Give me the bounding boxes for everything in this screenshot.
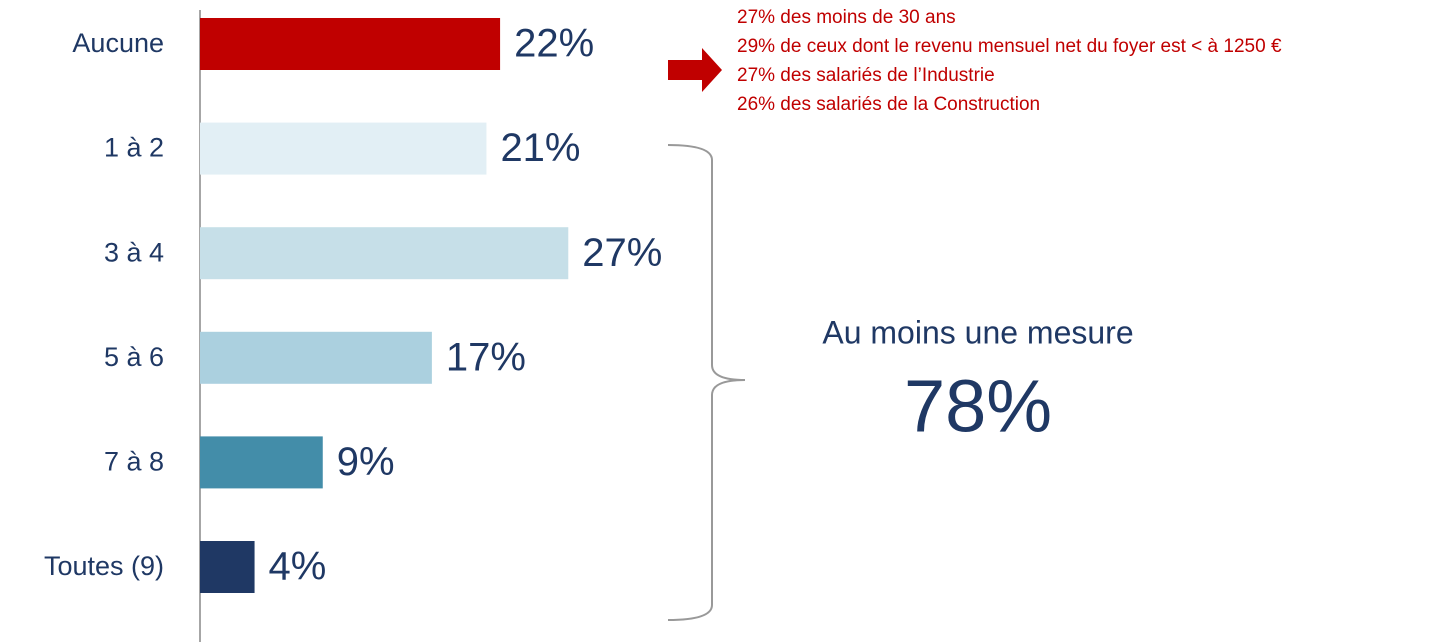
category-label: 7 à 8 [104, 447, 164, 477]
arrow [668, 48, 722, 92]
bar [200, 122, 487, 175]
summary-label: Au moins une mesure [822, 314, 1133, 350]
annotation: 26% des salariés de la Construction [737, 94, 1040, 115]
value-label: 9% [337, 440, 395, 484]
bar [200, 541, 255, 593]
summary-value: 78% [904, 365, 1052, 448]
category-label: 1 à 2 [104, 133, 164, 163]
category-label: 3 à 4 [104, 237, 164, 267]
value-label: 4% [269, 545, 327, 589]
value-label: 21% [500, 126, 580, 170]
bar [200, 227, 569, 280]
value-label: 22% [514, 22, 594, 66]
value-label: 17% [446, 335, 526, 379]
bracket [667, 144, 746, 621]
category-label: 5 à 6 [104, 342, 164, 372]
annotation: 27% des salariés de l’Industrie [737, 65, 995, 86]
annotation: 27% des moins de 30 ans [737, 7, 956, 28]
bar [200, 331, 432, 384]
annotation: 29% de ceux dont le revenu mensuel net d… [737, 36, 1282, 57]
bar [200, 18, 501, 70]
bar [200, 436, 323, 489]
category-label: Aucune [72, 28, 164, 58]
category-label: Toutes (9) [44, 551, 164, 581]
value-label: 27% [582, 231, 662, 275]
